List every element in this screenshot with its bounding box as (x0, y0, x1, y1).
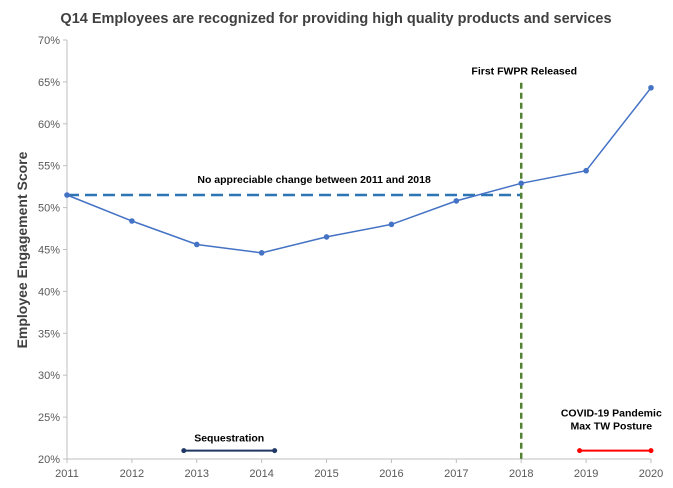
x-tick-label: 2016 (379, 468, 403, 480)
x-tick-label: 2013 (185, 468, 209, 480)
data-point-2017 (453, 198, 460, 204)
data-point-2012 (129, 218, 135, 224)
x-tick-label: 2012 (120, 468, 144, 480)
data-point-2015 (323, 234, 330, 240)
covid-range-start-marker (577, 448, 583, 454)
sequestration-range-end-marker (272, 448, 278, 454)
data-point-2016 (388, 221, 395, 228)
data-point-2014 (258, 250, 265, 256)
series-group (64, 84, 654, 256)
y-tick-label: 50% (38, 203, 60, 215)
axes (66, 40, 651, 460)
x-tick-label: 2020 (639, 468, 663, 480)
y-axis-label: Employee Engagement Score (14, 151, 30, 348)
covid-label-line1: COVID-19 Pandemic (561, 408, 662, 420)
data-point-2018 (518, 180, 525, 187)
y-tick-label: 60% (38, 119, 60, 131)
y-axis-ticks: 20% 25% 30% 35% 40% 45% 50% 55% 60% 65% 70% (38, 35, 67, 466)
y-tick-label: 65% (38, 77, 60, 89)
x-tick-label: 2011 (55, 468, 79, 480)
sequestration-range-start-marker (181, 448, 187, 454)
data-point-2011 (64, 192, 70, 198)
y-tick-label: 35% (38, 328, 60, 340)
x-tick-label: 2017 (444, 468, 468, 480)
y-tick-label: 25% (38, 412, 60, 424)
data-point-2013 (193, 241, 200, 248)
baseline-label: No appreciable change between 2011 and 2… (197, 174, 431, 186)
y-tick-label: 45% (38, 245, 60, 257)
chart-title: Q14 Employees are recognized for providi… (60, 11, 611, 27)
data-point-2020 (648, 84, 654, 91)
data-point-2019 (583, 167, 589, 174)
x-tick-label: 2019 (574, 468, 598, 480)
series-line-0 (66, 87, 652, 254)
fwpr-label: First FWPR Released (471, 65, 577, 77)
sequestration-label: Sequestration (194, 433, 264, 445)
x-tick-label: 2014 (249, 468, 273, 480)
x-axis-ticks: 2011 2012 2013 2014 2015 2016 2017 2018 2019 2020 (55, 459, 663, 480)
y-tick-label: 70% (38, 35, 60, 47)
covid-label-line2: Max TW Posture (570, 421, 652, 433)
y-tick-label: 20% (38, 454, 60, 466)
y-tick-label: 40% (38, 286, 60, 298)
covid-range-end-marker (648, 448, 654, 454)
x-tick-label: 2015 (314, 468, 338, 480)
annotations: No appreciable change between 2011 and 2… (67, 65, 662, 459)
y-tick-label: 30% (38, 370, 60, 382)
x-tick-label: 2018 (509, 468, 533, 480)
y-tick-label: 55% (38, 161, 60, 173)
